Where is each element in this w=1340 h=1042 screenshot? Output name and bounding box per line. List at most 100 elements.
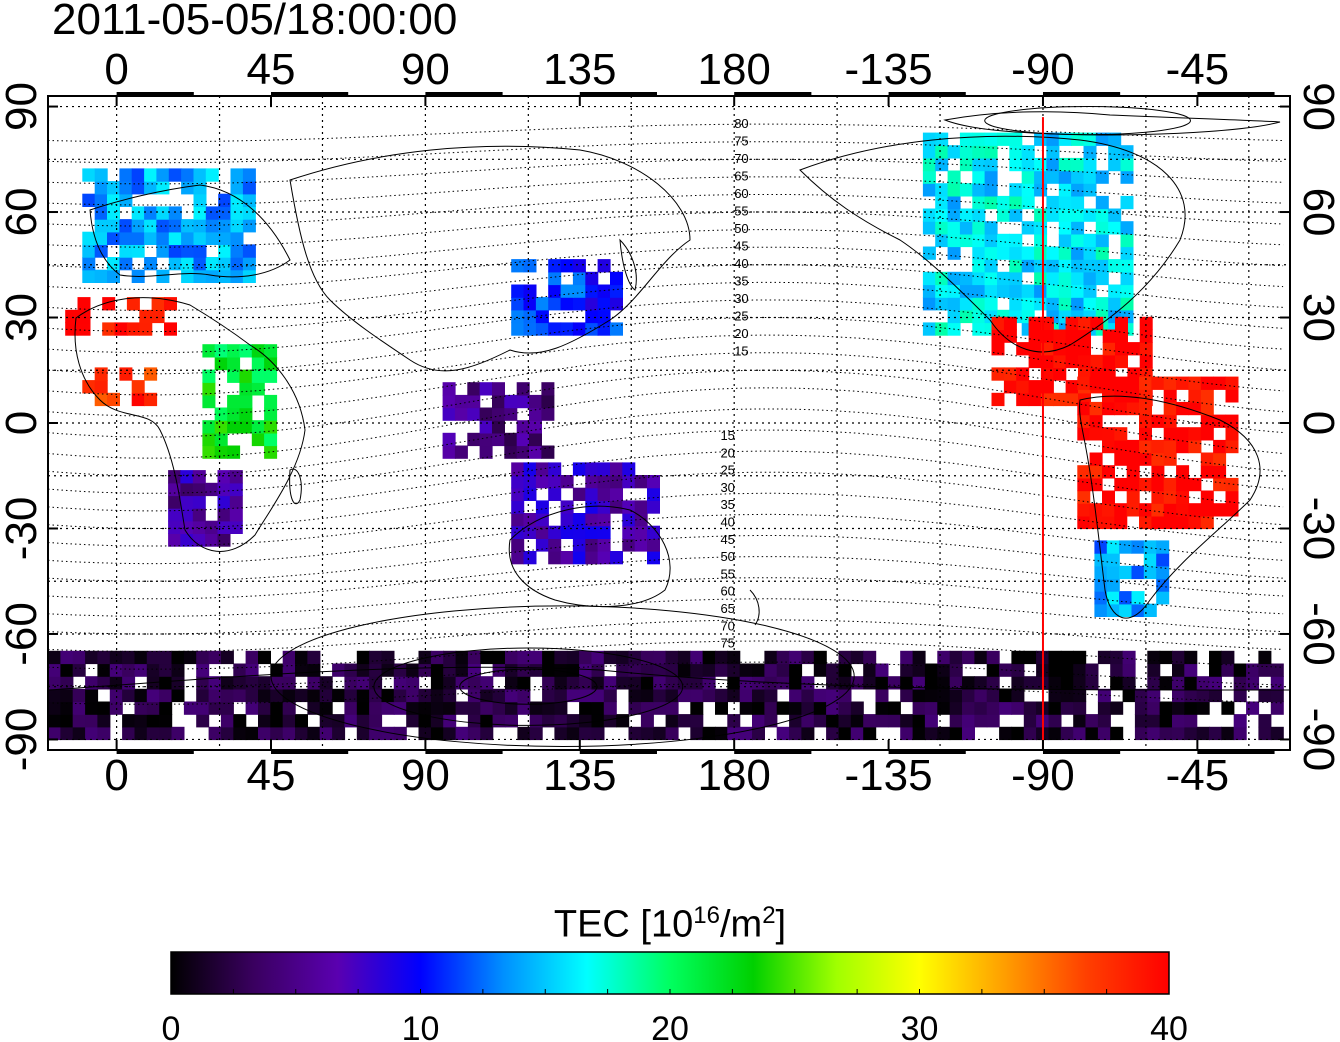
tec-cell: [1122, 650, 1136, 665]
tec-cell: [863, 714, 877, 728]
tec-cell: [443, 714, 457, 728]
tec-cell: [406, 663, 420, 677]
tec-cell: [134, 688, 148, 703]
contour-label: 75: [734, 134, 748, 149]
tec-cell: [1196, 688, 1210, 703]
tec-cell: [319, 714, 333, 728]
tec-cell: [332, 688, 346, 703]
tec-cell: [369, 676, 383, 690]
tec-cell: [181, 168, 195, 182]
tec-cell: [233, 726, 247, 741]
tec-cell: [752, 701, 765, 715]
colorbar-tick-label: 0: [162, 1010, 181, 1042]
tec-cell: [1172, 663, 1185, 677]
tec-cell: [258, 688, 271, 703]
tec-cell: [239, 420, 253, 434]
tec-cell: [572, 271, 586, 286]
tec-cell: [640, 714, 654, 728]
tec-cell: [986, 688, 1000, 703]
tec-cell: [369, 650, 383, 665]
tec-cell: [912, 701, 926, 715]
lon-tick-label-bottom: 90: [401, 751, 450, 800]
tec-cell: [1188, 401, 1202, 416]
tec-cell: [214, 432, 228, 447]
lon-tick-label-bottom: 135: [543, 751, 616, 800]
tec-cell: [1060, 701, 1074, 715]
tec-cell: [97, 650, 111, 665]
tec-cell: [1003, 316, 1017, 331]
tec-cell: [922, 183, 936, 197]
tec-cell: [702, 688, 716, 703]
tec-cell: [959, 208, 973, 222]
tec-cell: [1065, 380, 1079, 394]
tec-cell: [1184, 663, 1198, 677]
tec-cell: [418, 663, 432, 677]
tec-cell: [1176, 477, 1190, 492]
tec-cell: [1102, 354, 1116, 369]
tec-cell: [863, 663, 877, 677]
tec-cell: [230, 168, 244, 182]
tec-cell: [220, 714, 234, 728]
tec-cell: [572, 462, 586, 476]
tec-cell: [752, 726, 765, 741]
tec-cell: [307, 650, 321, 665]
tec-cell: [82, 244, 96, 258]
tec-cell: [1028, 354, 1042, 369]
tec-cell: [962, 701, 975, 715]
border-band: [1042, 92, 1121, 96]
tec-cell: [131, 380, 145, 394]
tec-cell: [935, 145, 949, 159]
tec-cell: [579, 726, 593, 741]
tec-cell: [535, 525, 549, 539]
tec-cell: [542, 650, 556, 665]
tec-cell: [764, 663, 778, 677]
tec-cell: [239, 344, 253, 358]
tec-cell: [665, 676, 679, 690]
tec-cell: [1011, 676, 1025, 690]
lon-tick-label-top: 0: [104, 45, 128, 94]
tec-cell: [1077, 477, 1091, 492]
tec-cell: [999, 688, 1013, 703]
tec-cell: [935, 233, 949, 248]
tec-cell: [541, 394, 555, 409]
tec-cell: [72, 726, 86, 741]
tec-cell: [1095, 170, 1109, 184]
tec-cell: [585, 309, 599, 324]
tec-cell: [94, 206, 108, 220]
tec-cell: [430, 714, 444, 728]
tec-cell: [467, 382, 481, 396]
tec-cell: [1147, 688, 1161, 703]
tec-cell: [597, 487, 611, 501]
tec-cell: [1071, 132, 1085, 146]
tec-cell: [1151, 477, 1165, 492]
tec-cell: [900, 726, 914, 741]
colorbar-gradient: [170, 951, 1170, 995]
tec-cell: [801, 650, 815, 665]
tec-cell: [984, 145, 998, 159]
tec-cell: [1151, 376, 1165, 390]
tec-cell: [1119, 603, 1133, 617]
tec-cell: [523, 322, 537, 336]
tec-cell: [603, 676, 617, 690]
tec-cell: [239, 407, 253, 421]
tec-cell: [492, 688, 506, 703]
tec-cell: [1058, 157, 1072, 172]
tec-cell: [962, 650, 975, 665]
tec-cell: [690, 714, 704, 728]
tec-cell: [947, 183, 961, 197]
tec-cell: [1058, 246, 1072, 260]
tec-cell: [48, 688, 61, 703]
tec-cell: [1200, 465, 1214, 479]
tec-cell: [1095, 221, 1109, 235]
tec-cell: [1011, 650, 1025, 665]
tec-cell: [1163, 515, 1177, 530]
magnetic-contour: [48, 211, 1284, 248]
tec-cell: [369, 726, 383, 741]
tec-cell: [218, 219, 232, 233]
tec-cell: [242, 244, 256, 258]
tec-cell: [1176, 427, 1190, 441]
tec-cell: [1115, 354, 1128, 369]
tec-cell: [1102, 342, 1116, 356]
tec-cell: [949, 726, 963, 741]
tec-cell: [1095, 259, 1109, 273]
